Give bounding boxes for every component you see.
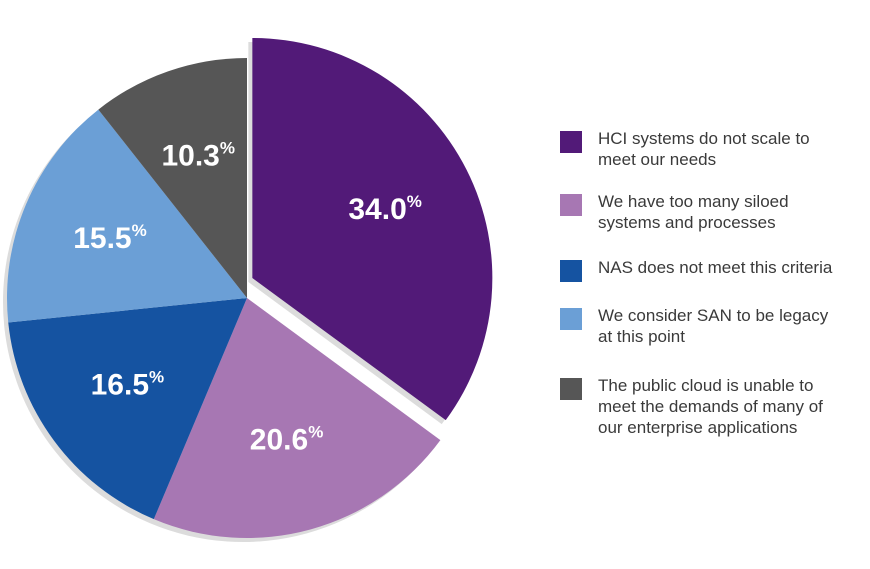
slice-value-label: 15.5% <box>73 221 147 254</box>
legend-label: HCI systems do not scale to meet our nee… <box>598 129 810 169</box>
legend-label: We consider SAN to be legacy at this poi… <box>598 306 829 346</box>
pie-slices <box>6 38 493 539</box>
legend-item-hci-systems-do-not-scale-to-meet-our-nee: HCI systems do not scale to meet our nee… <box>560 128 860 170</box>
slice-value-label: 20.6% <box>250 423 324 456</box>
pie-chart: 34.0% 20.6% 16.5% 15.5% 10.3% <box>2 38 493 543</box>
legend-label: NAS does not meet this criteria <box>598 258 833 277</box>
legend-label: We have too many siloed systems and proc… <box>598 192 789 232</box>
slice-value-label: 16.5% <box>91 368 165 401</box>
legend-item-we-have-too-many-siloed-systems-and-proc: We have too many siloed systems and proc… <box>560 191 860 233</box>
legend-item-nas-does-not-meet-this-criteria: NAS does not meet this criteria <box>560 257 860 282</box>
legend-swatch <box>560 194 582 216</box>
slice-value-labels: 34.0% 20.6% 16.5% 15.5% 10.3% <box>73 139 422 456</box>
pie-slice-hci-systems-do-not-scale-to-meet-our-nee <box>252 38 493 421</box>
pie-slice-we-consider-san-to-be-legacy-at-this-poi <box>6 109 247 323</box>
legend-swatch <box>560 378 582 400</box>
pie-slice-nas-does-not-meet-this-criteria <box>8 298 247 520</box>
legend-item-the-public-cloud-is-unable-to-meet-the-d: The public cloud is unable to meet the d… <box>560 375 860 438</box>
legend-swatch <box>560 260 582 282</box>
legend-swatch <box>560 308 582 330</box>
slice-value-label: 10.3% <box>161 139 235 172</box>
legend-swatch <box>560 131 582 153</box>
legend-item-we-consider-san-to-be-legacy-at-this-poi: We consider SAN to be legacy at this poi… <box>560 305 860 347</box>
pie-slice-the-public-cloud-is-unable-to-meet-the-d <box>98 58 248 298</box>
pie-slice-we-have-too-many-siloed-systems-and-proc <box>153 298 441 539</box>
legend-label: The public cloud is unable to meet the d… <box>598 376 823 437</box>
slice-value-label: 34.0% <box>348 192 422 225</box>
